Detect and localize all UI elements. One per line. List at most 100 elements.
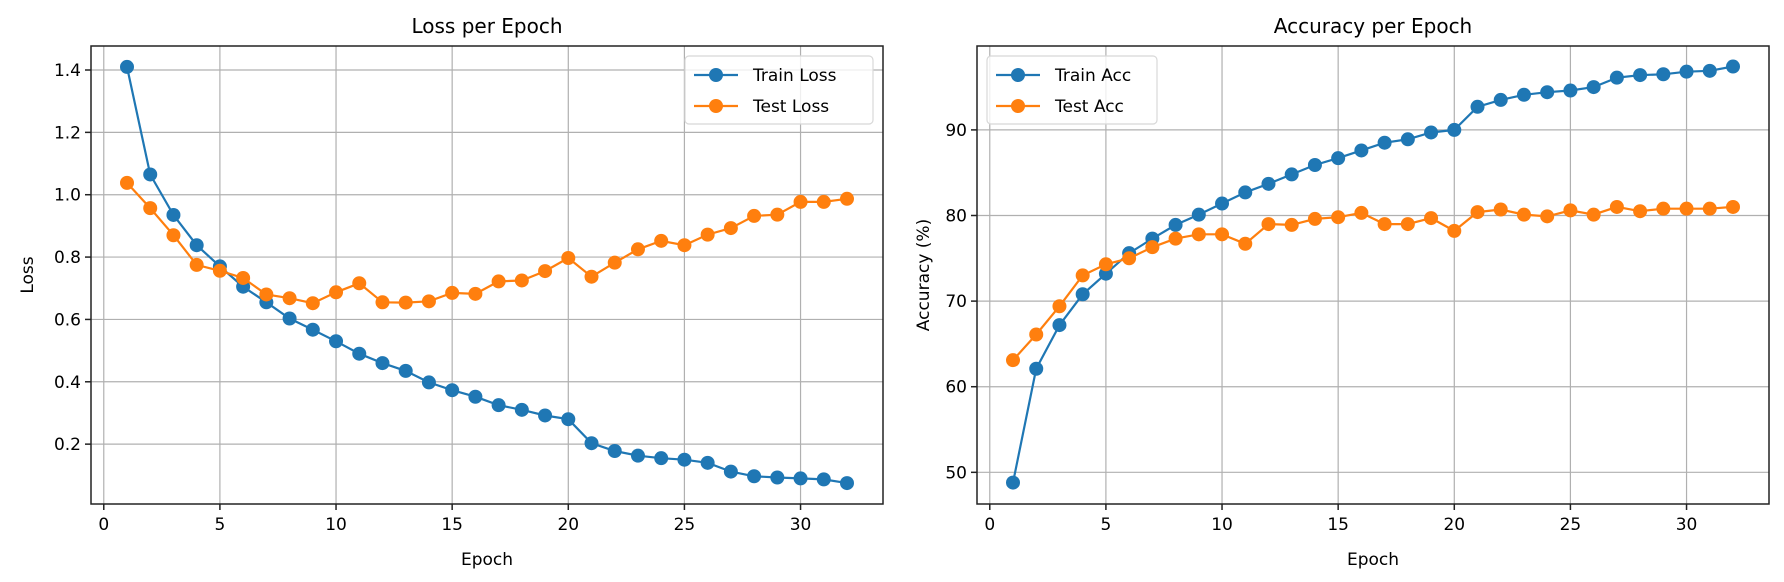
data-point	[468, 389, 483, 404]
chart-title: Loss per Epoch	[411, 14, 562, 38]
data-point	[770, 470, 785, 485]
data-point	[1075, 268, 1090, 283]
data-point	[120, 175, 134, 190]
data-point	[1261, 176, 1276, 191]
data-point	[1168, 217, 1183, 232]
x-tick-label: 5	[1100, 515, 1111, 535]
data-point	[329, 285, 344, 300]
data-point	[166, 228, 181, 243]
y-axis-label: Loss	[18, 256, 38, 293]
series-line	[126, 182, 848, 305]
data-point	[1702, 63, 1717, 78]
legend-item: Train Acc	[996, 66, 1131, 86]
data-point	[398, 295, 413, 310]
data-point	[1586, 80, 1601, 95]
data-point	[840, 191, 854, 206]
data-point	[538, 408, 553, 423]
data-point	[1331, 151, 1346, 166]
data-point	[1075, 287, 1090, 302]
legend-label: Train Acc	[1054, 66, 1131, 86]
data-point	[375, 295, 390, 310]
data-point	[445, 383, 460, 398]
data-point	[607, 443, 622, 458]
data-point	[700, 227, 715, 242]
legend: Train Acc Test Acc	[986, 55, 1158, 125]
data-point	[1493, 92, 1508, 107]
data-point	[1354, 143, 1369, 158]
data-point	[1029, 361, 1044, 376]
y-tick-label: 1.2	[54, 123, 81, 143]
x-tick-label: 0	[98, 515, 109, 535]
y-tick-label: 0.8	[54, 248, 81, 268]
data-point	[1563, 203, 1578, 218]
data-point	[1377, 217, 1392, 232]
data-point	[143, 167, 158, 182]
data-point	[747, 469, 762, 484]
data-point	[375, 356, 390, 371]
data-point	[747, 208, 762, 223]
data-point	[1052, 299, 1067, 314]
data-point	[282, 291, 297, 306]
data-point	[561, 251, 576, 266]
data-point	[1447, 223, 1462, 238]
data-point	[236, 270, 251, 285]
data-point	[1029, 327, 1044, 342]
data-point	[352, 276, 367, 291]
data-point	[1284, 217, 1299, 232]
data-point	[793, 194, 808, 209]
series-line	[1011, 65, 1734, 483]
y-tick-label: 90	[945, 121, 967, 141]
legend: Train Loss Test Loss	[684, 55, 874, 125]
data-point	[1726, 59, 1740, 74]
data-point	[1679, 64, 1694, 79]
data-point	[329, 334, 344, 349]
data-point	[1354, 205, 1369, 220]
x-tick-label: 30	[790, 515, 812, 535]
data-point	[468, 286, 483, 301]
data-point	[421, 294, 436, 309]
data-point	[1424, 125, 1439, 140]
x-tick-label: 10	[325, 515, 347, 535]
data-point	[561, 412, 576, 427]
x-tick-label: 15	[441, 515, 463, 535]
x-tick-label: 30	[1676, 515, 1698, 535]
data-point	[1191, 207, 1206, 222]
data-point	[1656, 201, 1671, 216]
data-point	[1400, 132, 1415, 147]
y-tick-label: 70	[945, 292, 967, 312]
data-point	[282, 311, 297, 326]
y-axis-label: Accuracy (%)	[914, 219, 934, 331]
data-point	[816, 472, 831, 487]
data-point	[1052, 318, 1067, 333]
y-tick-label: 60	[945, 378, 967, 398]
data-point	[1238, 236, 1253, 251]
data-point	[514, 402, 529, 417]
data-point	[1470, 99, 1485, 114]
x-tick-label: 25	[674, 515, 696, 535]
y-tick-label: 0.6	[54, 310, 81, 330]
y-tick-label: 80	[945, 207, 967, 227]
legend-item: Train Loss	[694, 66, 837, 86]
data-point	[1307, 157, 1322, 172]
data-point	[120, 59, 134, 74]
data-point	[189, 257, 204, 272]
data-point	[166, 207, 181, 222]
data-point	[1191, 227, 1206, 242]
data-point	[607, 255, 622, 270]
y-tick-label: 1.0	[54, 186, 81, 206]
data-point	[143, 201, 158, 216]
data-point	[1331, 210, 1346, 225]
x-tick-label: 20	[1443, 515, 1465, 535]
data-point	[1145, 240, 1160, 255]
x-tick-label: 20	[557, 515, 579, 535]
data-point	[1168, 231, 1183, 246]
data-point	[1726, 199, 1740, 214]
data-point	[1470, 205, 1485, 220]
data-point	[305, 322, 320, 337]
data-point	[723, 464, 738, 479]
legend-label: Test Acc	[1054, 97, 1124, 117]
data-point	[1540, 85, 1555, 100]
x-tick-label: 25	[1560, 515, 1582, 535]
data-point	[1098, 257, 1113, 272]
